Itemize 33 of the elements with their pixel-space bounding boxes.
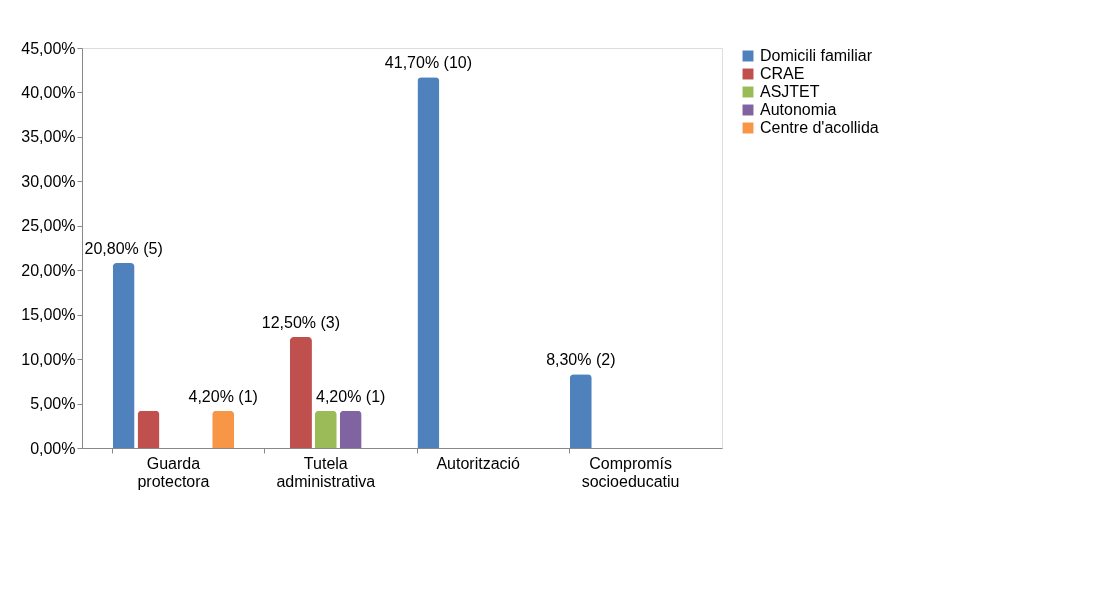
y-tick-label: 20,00% — [21, 261, 76, 279]
data-label: 20,80% (5) — [84, 240, 163, 258]
x-tick-label: Guarda protectora — [137, 454, 210, 490]
data-label: 8,30% (2) — [546, 351, 616, 369]
legend-label: CRAE — [760, 65, 805, 82]
data-label: 41,70% (10) — [384, 54, 473, 72]
y-tick-label: 0,00% — [30, 439, 76, 457]
bar — [137, 410, 160, 448]
y-tick-label: 40,00% — [21, 83, 76, 101]
y-tick-label: 5,00% — [30, 395, 76, 413]
y-tick-label: 15,00% — [21, 306, 76, 324]
legend-label: ASJTET — [760, 83, 820, 100]
bar — [112, 263, 135, 448]
legend-label: Domicili familiar — [760, 47, 873, 64]
legend-label: Centre d'acollida — [760, 119, 879, 136]
data-label: 4,20% (1) — [188, 387, 258, 405]
bar — [417, 77, 440, 448]
y-tick-label: 10,00% — [21, 350, 76, 368]
bar — [212, 410, 235, 448]
y-tick-label: 35,00% — [21, 128, 76, 146]
bar — [339, 410, 362, 448]
bar — [289, 336, 312, 448]
data-label: 12,50% (3) — [261, 313, 341, 331]
x-tick-label: Autorització — [436, 454, 521, 472]
bar — [314, 410, 337, 448]
bar — [569, 374, 592, 448]
legend-label: Autonomia — [760, 101, 837, 118]
x-tick-label: Compromís socioeducatiu — [581, 454, 680, 490]
y-tick-label: 45,00% — [21, 39, 76, 57]
y-tick-label: 25,00% — [21, 217, 76, 235]
y-tick-label: 30,00% — [21, 172, 76, 190]
x-tick-label: Tutela administrativa — [276, 454, 376, 490]
data-label: 4,20% (1) — [316, 387, 386, 405]
